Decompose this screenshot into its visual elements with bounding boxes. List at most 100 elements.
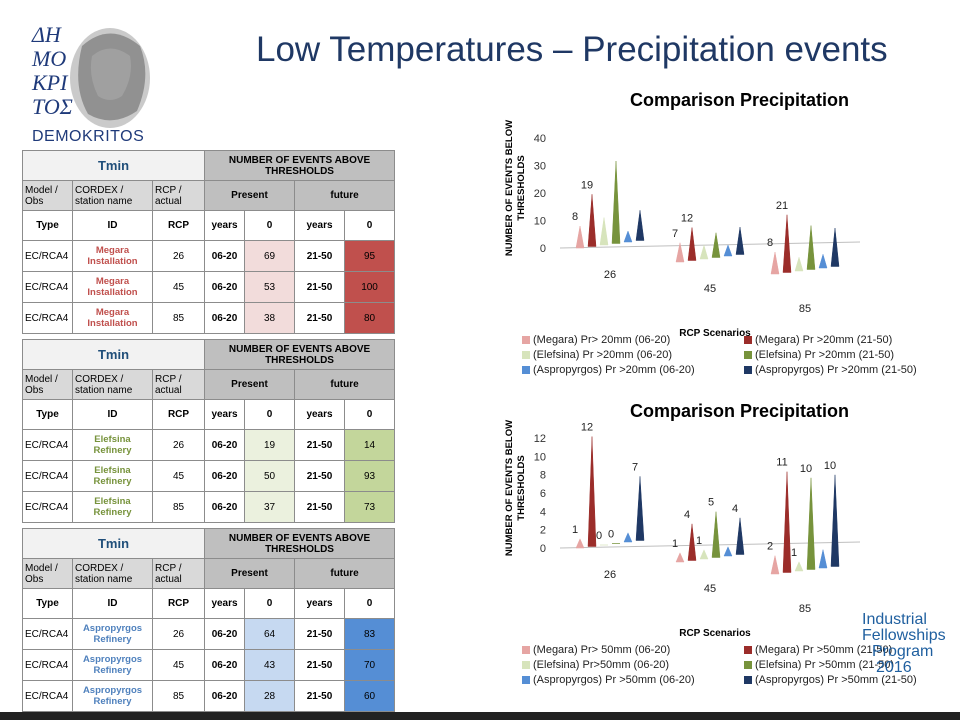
events-header: NUMBER OF EVENTS ABOVE THRESHOLDS bbox=[204, 150, 396, 181]
data-label: 4 bbox=[732, 503, 738, 515]
chart2-plot: NUMBER OF EVENTS BELOWTHRESHOLDS02468101… bbox=[504, 420, 861, 639]
legend-label: (Aspropyrgos) Pr >50mm (06-20) bbox=[533, 674, 695, 686]
bar-mark bbox=[711, 232, 721, 258]
y-tick-label: 0 bbox=[540, 243, 546, 255]
row-years-future: 21-50 bbox=[294, 618, 346, 650]
id-header: ID bbox=[72, 399, 153, 430]
type-header: Type bbox=[22, 588, 73, 619]
row-present-value: 37 bbox=[244, 491, 296, 523]
bar-mark bbox=[782, 214, 792, 273]
bar-mark bbox=[735, 517, 745, 555]
legend-label: (Megara) Pr> 50mm (06-20) bbox=[533, 644, 671, 656]
row-present-value: 19 bbox=[244, 429, 296, 461]
row-future-value: 70 bbox=[344, 649, 396, 681]
x-axis-label: RCP Scenarios bbox=[679, 328, 751, 339]
bar-mark bbox=[687, 227, 697, 261]
legend-label: (Megara) Pr> 20mm (06-20) bbox=[533, 334, 671, 346]
legend-item: (Aspropyrgos) Pr >20mm (06-20) bbox=[522, 364, 695, 376]
row-rcp: 85 bbox=[151, 491, 206, 523]
zero-future-header: 0 bbox=[344, 399, 396, 430]
row-rcp: 85 bbox=[151, 302, 206, 334]
id-header: ID bbox=[72, 210, 153, 241]
row-years-present: 06-20 bbox=[204, 240, 246, 272]
legend-label: (Elefsina) Pr>50mm (06-20) bbox=[533, 659, 670, 671]
row-years-future: 21-50 bbox=[294, 271, 346, 303]
years-future-header: years bbox=[294, 210, 346, 241]
row-future-value: 80 bbox=[344, 302, 396, 334]
row-type: EC/RCA4 bbox=[22, 649, 73, 681]
bar-mark bbox=[599, 217, 609, 246]
bar-mark bbox=[830, 227, 840, 267]
row-future-value: 60 bbox=[344, 680, 396, 712]
bar-mark bbox=[623, 532, 633, 543]
data-label: 5 bbox=[708, 497, 714, 509]
rcp-col-header: RCP bbox=[151, 399, 206, 430]
row-future-value: 93 bbox=[344, 460, 396, 492]
data-label: 11 bbox=[776, 457, 787, 469]
id-header: ID bbox=[72, 588, 153, 619]
years-future-header: years bbox=[294, 588, 346, 619]
row-id: Elefsina Refinery bbox=[72, 429, 153, 461]
y-tick-label: 20 bbox=[534, 188, 546, 200]
years-header: years bbox=[204, 210, 246, 241]
zero-future-header: 0 bbox=[344, 210, 396, 241]
bar-mark bbox=[635, 476, 645, 541]
category-label: 45 bbox=[704, 283, 716, 295]
data-label: 8 bbox=[767, 237, 773, 249]
legend-item: (Megara) Pr >50mm (21-50) bbox=[744, 644, 892, 656]
data-label: 2 bbox=[767, 541, 773, 553]
svg-text:ΜΟ: ΜΟ bbox=[31, 46, 66, 71]
legend-swatch bbox=[744, 661, 752, 670]
legend-item: (Aspropyrgos) Pr >50mm (06-20) bbox=[522, 674, 695, 686]
data-label: 7 bbox=[632, 461, 638, 473]
bar-mark bbox=[575, 538, 585, 549]
legend-label: (Aspropyrgos) Pr >50mm (21-50) bbox=[755, 674, 917, 686]
cordex-header: CORDEX / station name bbox=[72, 558, 153, 589]
chart1-plot: NUMBER OF EVENTS BELOWTHRESHOLDS 0 10 20 30 4… bbox=[504, 120, 861, 339]
legend-swatch bbox=[522, 661, 530, 670]
y-tick-label: 8 bbox=[540, 470, 546, 482]
type-header: Type bbox=[22, 399, 73, 430]
events-table-megara: Tmin NUMBER OF EVENTS ABOVE THRESHOLDS Mod… bbox=[21, 150, 396, 334]
row-years-present: 06-20 bbox=[204, 271, 246, 303]
bar-mark bbox=[794, 256, 804, 272]
svg-text:ΚΡΙ: ΚΡΙ bbox=[31, 70, 69, 95]
category-label: 85 bbox=[799, 303, 811, 315]
type-header: Type bbox=[22, 210, 73, 241]
ifp-year: 2016 bbox=[876, 659, 912, 676]
row-years-present: 06-20 bbox=[204, 649, 246, 681]
data-label: 12 bbox=[681, 213, 693, 225]
row-years-present: 06-20 bbox=[204, 680, 246, 712]
row-future-value: 100 bbox=[344, 271, 396, 303]
legend-item: (Megara) Pr> 20mm (06-20) bbox=[522, 334, 670, 346]
bar-mark bbox=[699, 549, 709, 560]
model-header: Model / Obs bbox=[22, 558, 73, 589]
row-type: EC/RCA4 bbox=[22, 680, 73, 712]
legend-label: (Elefsina) Pr >20mm (21-50) bbox=[755, 349, 895, 361]
bar-mark bbox=[699, 244, 709, 260]
table-row: EC/RCA4 Megara Installation 26 06-20 69 21-50… bbox=[22, 240, 396, 272]
bar-mark bbox=[818, 549, 828, 569]
legend-swatch bbox=[744, 366, 752, 375]
future-header: future bbox=[294, 180, 396, 211]
table-row: EC/RCA4 Elefsina Refinery 26 06-20 19 21-50 14 bbox=[22, 429, 396, 461]
rcp-col-header: RCP bbox=[151, 588, 206, 619]
row-type: EC/RCA4 bbox=[22, 460, 73, 492]
row-present-value: 69 bbox=[244, 240, 296, 272]
zero-future-header: 0 bbox=[344, 588, 396, 619]
bar-mark bbox=[611, 160, 621, 244]
legend-item: (Elefsina) Pr>50mm (06-20) bbox=[522, 659, 669, 671]
bar-mark bbox=[806, 225, 816, 270]
row-type: EC/RCA4 bbox=[22, 271, 73, 303]
data-label: 1 bbox=[696, 535, 702, 547]
zero-header: 0 bbox=[244, 588, 296, 619]
row-id: Megara Installation bbox=[72, 271, 153, 303]
chart1-legend: (Megara) Pr> 20mm (06-20) (Megara) Pr >20… bbox=[522, 334, 942, 382]
tmin-header: Tmin bbox=[21, 150, 206, 181]
row-years-present: 06-20 bbox=[204, 491, 246, 523]
row-years-future: 21-50 bbox=[294, 491, 346, 523]
bar-mark bbox=[830, 474, 840, 567]
row-type: EC/RCA4 bbox=[22, 429, 73, 461]
row-rcp: 26 bbox=[151, 429, 206, 461]
y-tick-label: 0 bbox=[540, 543, 546, 555]
